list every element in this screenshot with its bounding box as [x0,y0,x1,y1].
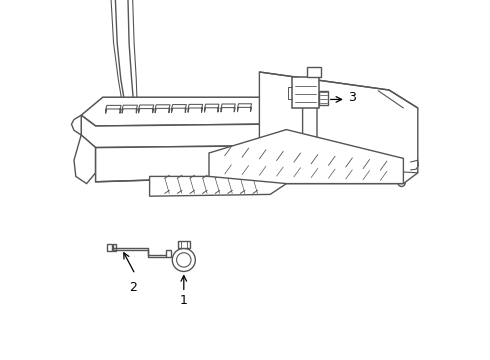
Circle shape [398,179,405,186]
Polygon shape [81,97,286,126]
Circle shape [310,69,316,75]
Text: 3: 3 [347,91,355,104]
Polygon shape [74,135,96,184]
Polygon shape [178,241,190,248]
Circle shape [112,158,122,169]
Polygon shape [81,112,286,148]
Polygon shape [259,72,418,184]
Polygon shape [96,130,286,182]
Polygon shape [303,103,317,142]
Polygon shape [113,244,116,251]
Circle shape [197,179,213,194]
Polygon shape [107,244,112,251]
Polygon shape [307,67,320,77]
Polygon shape [166,250,171,257]
Polygon shape [72,115,81,135]
Polygon shape [292,77,319,108]
Polygon shape [149,166,286,196]
Circle shape [239,162,251,175]
Text: 1: 1 [180,294,188,307]
Polygon shape [319,91,328,105]
Polygon shape [209,130,403,184]
Circle shape [176,253,191,267]
Text: 2: 2 [129,281,137,294]
Circle shape [172,248,196,271]
